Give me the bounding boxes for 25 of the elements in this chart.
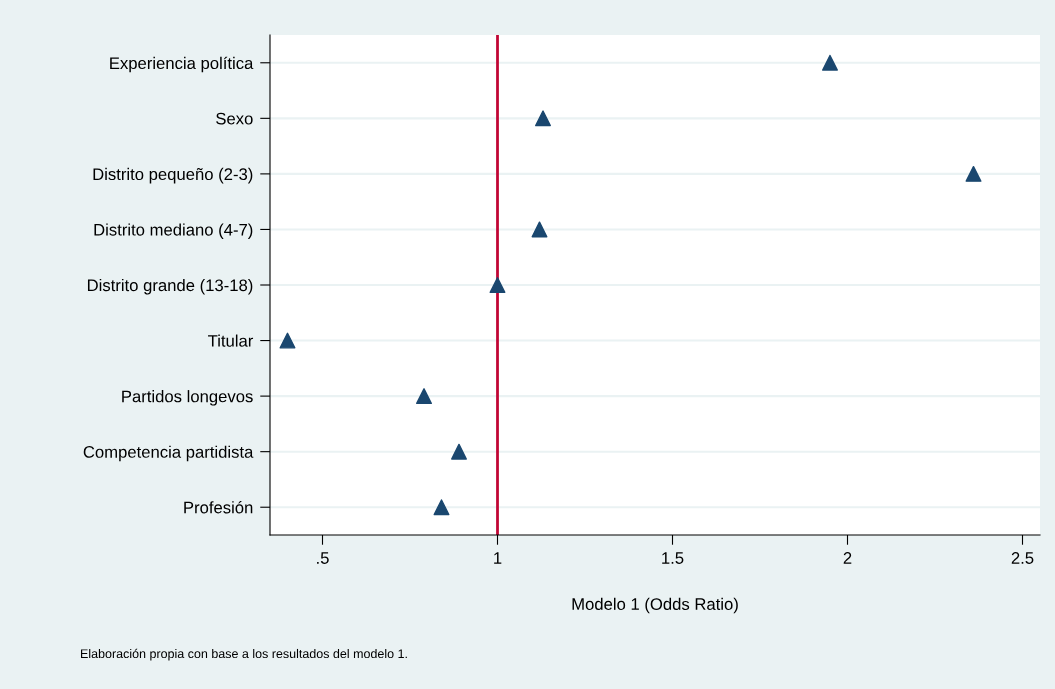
point bbox=[531, 221, 548, 238]
y-tick-label: Competencia partidista bbox=[83, 445, 254, 462]
point bbox=[451, 443, 467, 460]
y-tick-label: Distrito grande (13-18) bbox=[87, 278, 253, 295]
y-tick-label: Partidos longevos bbox=[122, 390, 253, 406]
x-axis-title: Modelo 1 (Odds Ratio) bbox=[572, 597, 738, 614]
y-tick-label: Distrito pequeño (2-3) bbox=[93, 167, 253, 184]
x-tick-label: 1.5 bbox=[662, 552, 684, 564]
point bbox=[433, 499, 450, 516]
point bbox=[489, 277, 506, 293]
x-tick-label: 1 bbox=[494, 552, 502, 564]
point bbox=[535, 110, 551, 127]
x-tick-label: 2 bbox=[843, 552, 852, 564]
y-tick-label: Experiencia política bbox=[110, 56, 254, 73]
point bbox=[416, 388, 432, 405]
x-tick-label: 2.5 bbox=[1011, 552, 1034, 564]
y-tick-label: Profesión bbox=[184, 500, 253, 514]
point bbox=[822, 54, 838, 71]
text: Elaboración propia con base a los resultados del modelo 1. bbox=[81, 648, 407, 661]
x-tick-label: .5 bbox=[317, 552, 329, 564]
point bbox=[965, 165, 982, 182]
y-tick-label: Titular bbox=[208, 334, 254, 347]
point bbox=[279, 332, 296, 349]
y-tick-label: Sexo bbox=[216, 112, 253, 125]
y-tick-label: Distrito mediano (4-7) bbox=[94, 223, 253, 239]
